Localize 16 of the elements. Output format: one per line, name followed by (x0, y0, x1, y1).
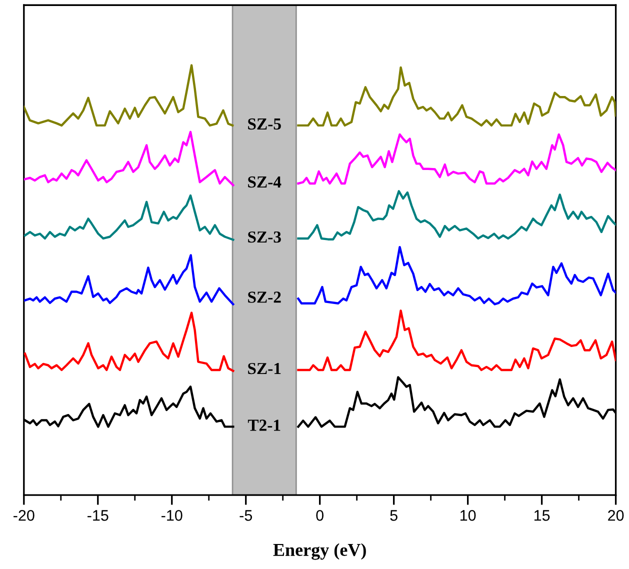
series-label: SZ-2 (248, 292, 281, 303)
x-tick-label: 5 (390, 510, 398, 521)
series-label: SZ-3 (248, 231, 281, 243)
x-axis-title: Energy (eV) (273, 543, 366, 560)
series-label: SZ-1 (248, 362, 281, 374)
x-tick-label: -10 (162, 510, 182, 521)
x-tick-label: 15 (534, 510, 550, 521)
x-tick-label: 0 (316, 510, 324, 521)
series-label: SZ-5 (248, 118, 281, 130)
x-tick-label: -20 (14, 510, 34, 521)
x-tick-label: 10 (460, 510, 476, 521)
series-label: SZ-4 (248, 176, 282, 188)
x-tick-label: -15 (88, 510, 108, 521)
x-tick-label: 20 (608, 510, 624, 521)
x-tick-label: -5 (240, 510, 252, 521)
series-label: T2-1 (248, 420, 280, 431)
